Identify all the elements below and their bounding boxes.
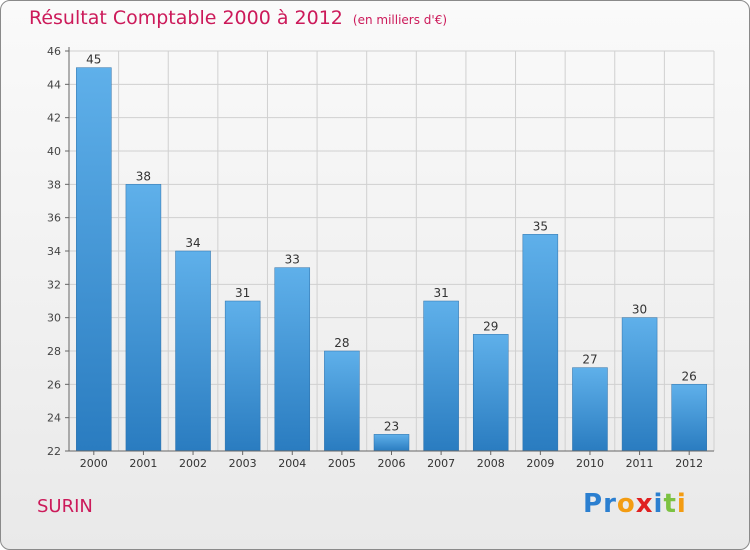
bar-2003 — [224, 300, 261, 452]
proxiti-logo: Proxiti — [583, 489, 687, 519]
bar-value-label: 33 — [285, 253, 300, 267]
bar-value-label: 34 — [185, 236, 200, 250]
y-tick-label: 26 — [47, 378, 61, 391]
x-tick-label: 2006 — [378, 457, 406, 470]
logo-letter: o — [616, 489, 636, 519]
bar-value-label: 31 — [235, 286, 250, 300]
x-tick-label: 2011 — [626, 457, 654, 470]
y-tick-label: 36 — [47, 212, 61, 225]
logo-letter: P — [583, 489, 604, 519]
bar-2007 — [423, 300, 459, 452]
logo-letter: x — [635, 489, 654, 519]
x-tick-label: 2004 — [278, 457, 306, 470]
bar-2008 — [472, 334, 509, 452]
bar-2006 — [373, 434, 410, 452]
bar-2000 — [76, 67, 112, 452]
x-tick-label: 2009 — [526, 457, 554, 470]
logo-letter: i — [653, 489, 664, 519]
town-name: SURIN — [37, 496, 93, 517]
y-tick-label: 40 — [47, 145, 61, 158]
y-tick-label: 22 — [47, 445, 61, 458]
bar-2002 — [175, 250, 211, 452]
bar-2004 — [274, 267, 311, 452]
bar-value-label: 26 — [682, 369, 697, 383]
logo-letter: t — [663, 489, 677, 519]
bar-value-label: 28 — [334, 336, 349, 350]
bar-value-label: 45 — [86, 53, 101, 67]
chart-subtitle: (en milliers d'€) — [352, 13, 448, 27]
y-tick-label: 38 — [47, 178, 61, 191]
logo-letter: r — [603, 489, 617, 519]
chart-title-text: Résultat Comptable 2000 à 2012 — [29, 7, 343, 29]
bar-2001 — [125, 184, 162, 452]
y-tick-label: 28 — [47, 345, 61, 358]
bar-2012 — [671, 384, 707, 452]
x-tick-label: 2007 — [427, 457, 455, 470]
y-tick-label: 46 — [47, 45, 61, 58]
bar-value-label: 38 — [136, 169, 151, 183]
x-tick-label: 2001 — [129, 457, 157, 470]
x-tick-label: 2008 — [477, 457, 505, 470]
bar-2009 — [522, 234, 559, 452]
x-tick-label: 2005 — [328, 457, 356, 470]
logo-letter: i — [676, 489, 687, 519]
bar-value-label: 27 — [582, 353, 597, 367]
bar-value-label: 29 — [483, 319, 498, 333]
y-tick-label: 44 — [47, 78, 61, 91]
x-tick-label: 2010 — [576, 457, 604, 470]
bar-2011 — [621, 317, 658, 452]
y-tick-label: 42 — [47, 112, 61, 125]
x-tick-label: 2003 — [229, 457, 257, 470]
bar-value-label: 30 — [632, 303, 647, 317]
y-tick-label: 30 — [47, 312, 61, 325]
bar-value-label: 31 — [433, 286, 448, 300]
bar-2005 — [324, 350, 360, 452]
bar-2010 — [572, 367, 608, 452]
x-tick-label: 2012 — [675, 457, 703, 470]
x-tick-label: 2002 — [179, 457, 207, 470]
x-tick-label: 2000 — [80, 457, 108, 470]
y-tick-label: 32 — [47, 278, 61, 291]
y-tick-label: 34 — [47, 245, 61, 258]
chart-title: Résultat Comptable 2000 à 2012 (en millie… — [29, 7, 447, 29]
bar-value-label: 35 — [533, 219, 548, 233]
bar-value-label: 23 — [384, 419, 399, 433]
y-tick-label: 24 — [47, 412, 61, 425]
